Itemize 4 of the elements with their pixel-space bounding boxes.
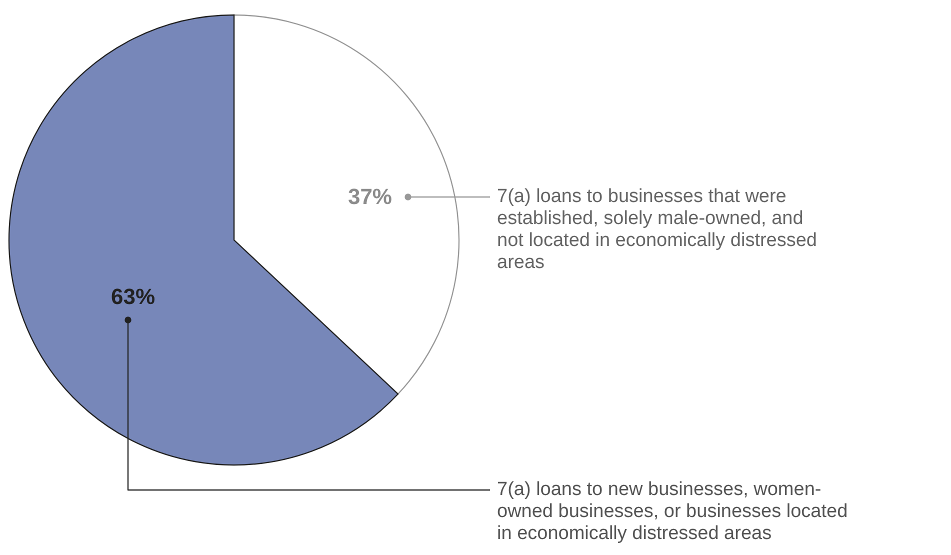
- data-label: 37%: [348, 184, 392, 209]
- slice-label: 7(a) loans to businesses that were established, solely male-owned, and not located in economically distressed areas: [497, 186, 818, 273]
- data-label: 63%: [110, 284, 156, 309]
- slice-label: 7(a) loans to new businesses, women-owned businesses, or businesses located in economically distressed areas: [497, 479, 848, 544]
